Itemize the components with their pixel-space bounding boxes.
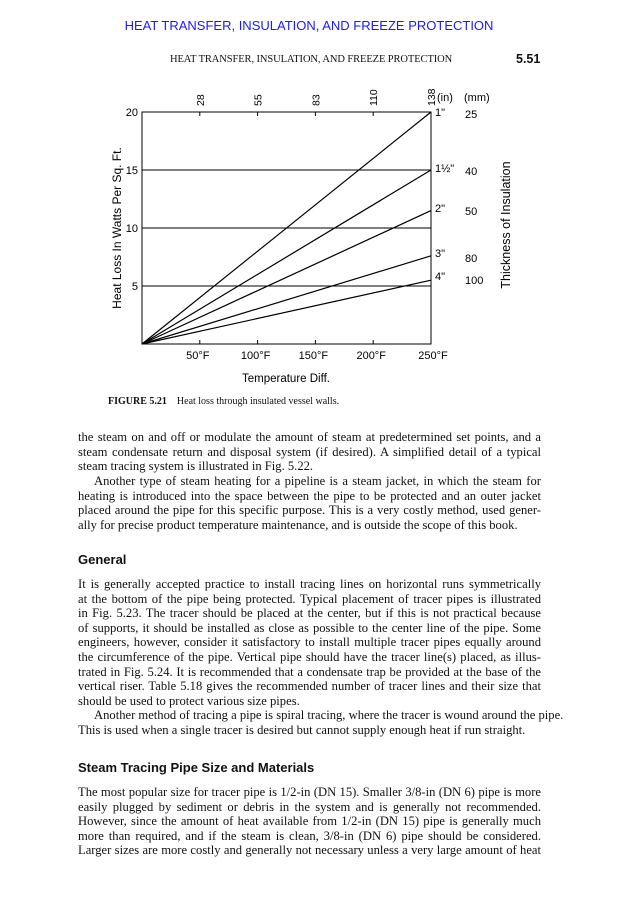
text-line: This is used when a single tracer is des… [78,722,526,737]
paragraph: Another type of steam heating for a pipe… [78,474,541,532]
text-line: vertical riser. Table 5.18 gives the rec… [78,679,541,694]
text-line: placed around the pipe for this specific… [78,503,541,518]
unit-in-label: (in) [437,92,453,104]
x-tick-label: 150°F [299,350,329,362]
paragraph: Another method of tracing a pipe is spir… [78,708,564,737]
text-line: Another method of tracing a pipe is spir… [94,708,564,722]
text-line: The most popular size for tracer pipe is… [78,785,541,799]
series-line [141,210,432,345]
x-tick-label: 100°F [241,350,271,362]
series-label-mm: 50 [465,206,477,218]
banner-title: HEAT TRANSFER, INSULATION, AND FREEZE PR… [124,18,494,33]
top-tick-label: 138 [426,88,438,106]
x-tick-label: 250°F [418,350,448,362]
series-label-in: 4" [435,271,445,283]
text-line: should be used to protect various size p… [78,693,300,708]
section-heading: Steam Tracing Pipe Size and Materials [78,760,315,775]
text-line: steam condensate return and disposal sys… [78,444,541,459]
paragraph: The most popular size for tracer pipe is… [78,785,541,858]
text-line: engineers, however, consider it satisfac… [78,635,541,650]
y-tick-label: 20 [126,107,138,119]
text-line: in Fig. 5.23. The tracer should be place… [78,606,541,621]
text-line: at the bottom of the pipe being protecte… [78,591,541,606]
page-number: 5.51 [516,52,541,66]
heat-loss-chart: 5 10 15 20 50°F 28 100°F 55 150°F 83 200°F 110 250°F… [110,88,513,385]
series-line [141,255,432,345]
paragraph: the steam on and off or modulate the amo… [78,430,541,474]
text-line: steam tracing system is illustrated in F… [78,459,314,474]
x-axis-title: Temperature Diff. [242,373,330,385]
right-axis-title: Thickness of Insulation [499,161,513,288]
y-tick-label: 10 [126,223,138,235]
top-tick-label: 110 [368,89,380,106]
text-line: Larger sizes are more costly and general… [78,843,541,858]
y-tick-label: 15 [126,165,138,177]
text-line: heating is introduced into the space bet… [78,488,541,503]
series-line [141,111,432,345]
text-line: the steam on and off or modulate the amo… [78,430,541,444]
text-line: Another type of steam heating for a pipe… [94,474,541,488]
y-axis-title: Heat Loss In Watts Per Sq. Ft. [110,147,124,309]
x-tick-label: 200°F [356,350,386,362]
text-line: It is generally accepted practice to ins… [78,577,541,591]
text-line: easily plugged by sediment or debris in … [78,799,541,814]
caption-label: FIGURE 5.21 [108,396,167,407]
caption-text: Heat loss through insulated vessel walls… [176,396,340,407]
series-label-mm: 100 [465,275,483,287]
series-label-in: 1½" [435,163,454,175]
series-label-in: 1" [435,107,445,119]
x-tick-label: 50°F [186,350,210,362]
section-heading: General [78,552,127,567]
paragraph: It is generally accepted practice to ins… [78,577,541,708]
running-head: HEAT TRANSFER, INSULATION, AND FREEZE PR… [170,54,453,65]
series-label-mm: 40 [465,166,477,178]
y-tick-label: 5 [132,281,138,293]
series-line [141,169,432,345]
text-line: of supports, it should be installed as c… [78,620,541,635]
series-label-mm: 80 [465,253,477,265]
text-line: more than required, and if the steam is … [78,828,541,843]
series-label-in: 2" [435,203,445,215]
top-tick-label: 28 [195,94,207,106]
top-tick-label: 55 [253,94,265,106]
text-line: ally for precise product temperature mai… [78,517,518,532]
text-line: However, since the amount of heat availa… [78,814,541,829]
unit-mm-label: (mm) [464,92,490,104]
series-line [141,279,432,345]
figure-caption: FIGURE 5.21 Heat loss through insulated v… [108,396,339,407]
series-label-mm: 25 [465,109,477,121]
top-tick-label: 83 [310,94,322,106]
series-label-in: 3" [435,248,445,260]
text-line: trated in Fig. 5.24. It is recommended t… [78,664,541,679]
text-line: the circumference of the pipe. Vertical … [78,649,541,664]
